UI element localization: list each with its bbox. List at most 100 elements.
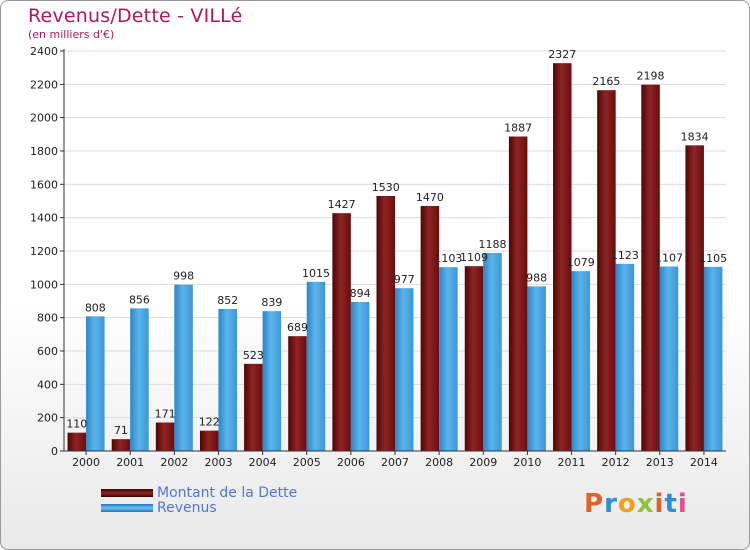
logo-letter: x	[636, 489, 655, 519]
x-tick-label: 2005	[293, 456, 321, 469]
logo-letter: i	[677, 489, 688, 519]
data-label-dette: 1530	[372, 181, 400, 194]
bar-revenus	[439, 267, 458, 451]
y-tick-label: 200	[37, 412, 58, 425]
data-label-revenus: 1123	[611, 249, 639, 262]
x-tick-label: 2009	[469, 456, 497, 469]
x-tick-label: 2013	[646, 456, 674, 469]
y-tick-label: 1400	[30, 212, 58, 225]
legend-label-revenus: Revenus	[157, 500, 217, 516]
data-label-dette: 1834	[681, 130, 709, 143]
data-label-revenus: 988	[526, 271, 547, 284]
y-tick-label: 1800	[30, 145, 58, 158]
y-tick-label: 800	[37, 312, 58, 325]
data-label-revenus: 852	[217, 294, 238, 307]
bar-dette	[288, 336, 307, 451]
data-label-dette: 71	[114, 424, 128, 437]
data-label-dette: 1470	[416, 191, 444, 204]
data-label-revenus: 998	[173, 270, 194, 283]
bar-revenus	[483, 253, 502, 451]
bar-revenus	[306, 281, 326, 451]
bar-dette	[244, 363, 263, 451]
bar-dette	[464, 266, 484, 451]
bar-dette	[67, 432, 87, 451]
bar-dette	[155, 422, 175, 451]
logo-letter: r	[604, 489, 618, 519]
data-labels: 110 808 71 856 171 998 122 852 523 839 689 1015 1427…	[66, 48, 727, 437]
data-label-dette: 689	[287, 321, 308, 334]
bar-revenus	[174, 284, 193, 451]
data-label-revenus: 1105	[699, 252, 727, 265]
y-tick-label: 1000	[30, 278, 58, 291]
chart-subtitle: (en milliers d'€)	[28, 28, 115, 41]
bar-dette	[111, 439, 131, 451]
bar-revenus	[571, 271, 591, 451]
logo-letter: o	[617, 489, 637, 519]
bar-revenus	[86, 316, 105, 451]
bar-revenus	[262, 311, 282, 451]
x-tick-label: 2001	[116, 456, 144, 469]
bar-dette	[508, 136, 528, 451]
data-label-revenus: 1079	[567, 256, 595, 269]
x-tick-label: 2010	[513, 456, 541, 469]
y-tick-label: 400	[37, 378, 58, 391]
legend-label-dette: Montant de la Dette	[157, 485, 298, 501]
data-label-revenus: 1103	[434, 252, 462, 265]
data-label-dette: 110	[66, 418, 87, 431]
bar-dette	[332, 213, 351, 451]
data-label-revenus: 1188	[479, 238, 507, 251]
x-tick-label: 2012	[602, 456, 630, 469]
data-label-dette: 2198	[637, 70, 665, 83]
legend-swatch-revenus	[101, 504, 153, 512]
legend-swatch-dette	[101, 489, 153, 497]
data-label-dette: 122	[199, 416, 220, 429]
logo-letter: i	[654, 489, 665, 519]
data-label-revenus: 1015	[302, 267, 330, 280]
y-tick-label: 0	[51, 445, 58, 458]
data-label-dette: 1887	[504, 122, 532, 135]
y-tick-label: 2000	[30, 112, 58, 125]
data-label-dette: 523	[243, 349, 264, 362]
chart-title: Revenus/Dette - VILLé	[28, 5, 243, 27]
axes: 0 200 400 600 800 1000 1200 1400 1600 1800 2000 220…	[30, 45, 726, 469]
data-label-revenus: 808	[85, 301, 106, 314]
data-label-dette: 1427	[328, 198, 356, 211]
bar-revenus	[659, 266, 679, 451]
bars	[67, 63, 723, 452]
x-tick-label: 2004	[249, 456, 277, 469]
y-tick-label: 2200	[30, 78, 58, 91]
logo-letter: P	[584, 489, 605, 519]
x-tick-label: 2014	[690, 456, 718, 469]
bar-dette	[641, 84, 660, 452]
x-tick-label: 2000	[72, 456, 100, 469]
data-label-dette: 2327	[548, 48, 576, 61]
x-tick-label: 2007	[381, 456, 409, 469]
bar-dette	[376, 196, 395, 451]
bar-revenus	[130, 308, 149, 451]
bar-revenus	[703, 266, 723, 451]
x-tick-label: 2003	[204, 456, 232, 469]
data-label-dette: 171	[155, 408, 176, 421]
bar-revenus	[395, 288, 414, 451]
y-tick-label: 600	[37, 345, 58, 358]
y-tick-label: 2400	[30, 45, 58, 58]
data-label-revenus: 977	[394, 273, 415, 286]
y-tick-label: 1200	[30, 245, 58, 258]
data-label-revenus: 894	[350, 287, 371, 300]
data-label-dette: 2165	[592, 75, 620, 88]
bar-revenus	[615, 263, 635, 451]
x-tick-label: 2008	[425, 456, 453, 469]
bar-revenus	[527, 286, 546, 451]
bar-revenus	[218, 309, 237, 451]
data-label-revenus: 1107	[655, 252, 683, 265]
x-tick-label: 2006	[337, 456, 365, 469]
y-tick-label: 1600	[30, 178, 58, 191]
bar-dette	[553, 63, 572, 452]
bar-revenus	[350, 302, 370, 451]
proxiti-logo: Proxiti	[584, 489, 688, 519]
data-label-revenus: 856	[129, 293, 150, 306]
bar-dette	[597, 90, 616, 452]
bar-dette	[685, 145, 704, 452]
